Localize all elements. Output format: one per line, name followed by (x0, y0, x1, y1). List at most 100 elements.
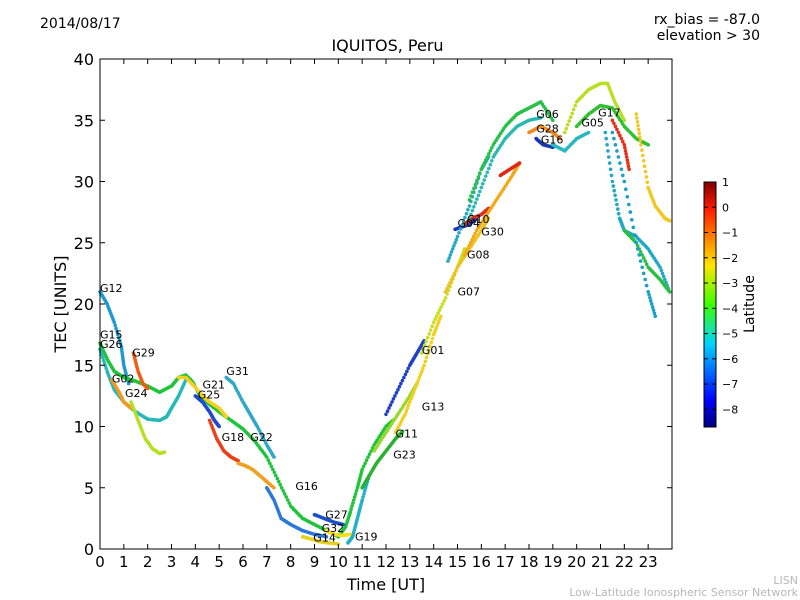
data-point (659, 268, 664, 273)
data-point (626, 161, 630, 165)
data-point (638, 259, 643, 263)
data-point (113, 323, 117, 328)
series-g08 (443, 216, 491, 294)
data-point (625, 158, 630, 162)
data-point (653, 314, 658, 319)
x-axis-label: Time [UT] (346, 575, 426, 594)
x-tick-label: 1 (119, 553, 129, 571)
data-point (615, 127, 619, 132)
data-point (636, 127, 641, 132)
y-tick-label: 0 (84, 540, 94, 559)
data-point (446, 283, 451, 288)
data-point (641, 159, 646, 163)
data-point (352, 495, 357, 499)
data-point (450, 247, 455, 251)
data-point (162, 450, 167, 455)
data-point (667, 218, 672, 223)
elevation-label: elevation > 30 (656, 28, 760, 44)
data-point (646, 290, 650, 294)
data-point (452, 244, 456, 248)
data-point (651, 308, 656, 312)
colorbar-tick-label: −8 (722, 403, 738, 416)
sat-label: G04 (458, 217, 481, 230)
x-tick-label: 9 (310, 553, 320, 571)
series-g18 (207, 418, 240, 463)
data-point (481, 164, 485, 168)
data-point (467, 216, 472, 221)
data-point (487, 166, 491, 171)
data-point (443, 290, 448, 294)
data-point (618, 161, 622, 165)
data-point (447, 256, 452, 260)
data-point (400, 378, 405, 383)
sat-label: G17 (598, 107, 621, 120)
series-g25b (622, 228, 672, 294)
data-point (272, 486, 276, 490)
data-point (618, 133, 622, 138)
data-point (448, 280, 452, 285)
colorbar-tick-label: −5 (722, 328, 738, 341)
data-point (484, 158, 488, 162)
x-tick-label: 10 (329, 553, 348, 571)
data-point (622, 179, 627, 184)
y-tick-label: 25 (74, 234, 94, 253)
data-point (613, 143, 618, 147)
series-g17b (574, 103, 650, 147)
data-point (118, 342, 123, 346)
data-point (406, 366, 411, 371)
data-point (605, 143, 609, 147)
data-point (638, 139, 643, 143)
date-label: 2014/08/17 (40, 16, 121, 32)
data-point (405, 369, 409, 374)
x-tick-label: 12 (376, 553, 395, 571)
series-g16b (534, 136, 555, 149)
data-point (422, 343, 427, 348)
data-point (100, 353, 104, 357)
data-point (627, 202, 631, 207)
data-point (637, 253, 641, 257)
data-point (624, 152, 628, 156)
data-point (485, 155, 490, 159)
data-point (434, 314, 439, 319)
data-point (400, 429, 405, 434)
x-tick-label: 19 (543, 553, 562, 571)
sat-label: G23 (393, 448, 416, 461)
data-point (644, 175, 649, 179)
data-point (275, 476, 280, 481)
data-point (612, 188, 616, 193)
data-point (643, 259, 647, 263)
x-tick-label: 4 (191, 553, 201, 571)
data-point (610, 130, 615, 135)
data-point (421, 347, 426, 352)
data-point (443, 296, 448, 300)
x-tick-label: 2 (143, 553, 153, 571)
series-g29 (131, 351, 150, 391)
data-point (420, 369, 424, 374)
colorbar-ticks: 1 0 −1 −2 −3 −4 −5 −6 −7 −8 (704, 176, 738, 416)
data-point (475, 178, 479, 183)
data-point (265, 455, 269, 459)
data-point (427, 332, 432, 336)
data-point (623, 149, 628, 153)
data-point (445, 286, 449, 291)
data-point (488, 162, 493, 167)
data-point (661, 274, 666, 279)
data-point (565, 123, 570, 127)
data-point (421, 366, 425, 371)
data-point (349, 507, 353, 512)
data-point (663, 277, 667, 282)
series-g05 (551, 130, 591, 153)
data-point (476, 175, 481, 179)
series-g27 (312, 512, 345, 527)
data-point (469, 194, 473, 198)
data-point (619, 136, 624, 141)
data-point (607, 161, 612, 165)
data-point (352, 498, 356, 502)
data-point (638, 250, 643, 254)
data-point (354, 489, 359, 493)
data-point (404, 409, 409, 414)
credit-long: Low-Latitude Ionospheric Sensor Network (569, 586, 798, 599)
sat-label: G32 (322, 522, 345, 535)
data-point (610, 179, 615, 184)
series-g23 (360, 429, 405, 490)
